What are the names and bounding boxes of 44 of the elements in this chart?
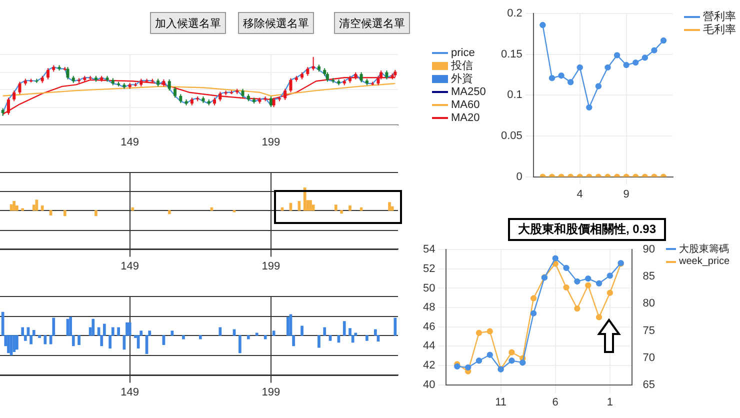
y2-tick-label: 85 xyxy=(642,270,656,283)
y2-tick-label: 70 xyxy=(642,352,656,364)
y2-tick-label: 90 xyxy=(642,244,656,256)
x-tick-label: 1 xyxy=(606,396,613,408)
y-tick-label: 0 xyxy=(516,170,522,183)
x-tick-label: 9 xyxy=(623,188,630,200)
text: 清空候選名單 xyxy=(334,12,410,34)
legend-label: price xyxy=(451,46,475,58)
x-tick-label: 149 xyxy=(120,136,140,148)
x-tick-label: 11 xyxy=(495,396,507,408)
legend-label: 投信 xyxy=(451,59,473,73)
x-tick-label: 149 xyxy=(120,260,140,272)
x-tick-label: 4 xyxy=(576,188,583,200)
legend-label: MA250 xyxy=(451,86,486,98)
y-tick-label: 52 xyxy=(422,262,436,275)
y-tick-label: 0.1 xyxy=(507,89,522,102)
x-tick-label: 199 xyxy=(262,386,280,398)
y-tick-label: 46 xyxy=(422,320,436,333)
y-tick-label: 0.05 xyxy=(500,130,522,142)
x-tick-label: 199 xyxy=(262,260,280,272)
y-tick-label: 54 xyxy=(422,244,436,256)
chart-title: 大股東和股價相關性, 0.93 xyxy=(508,218,666,241)
y2-tick-label: 75 xyxy=(642,324,656,337)
text: 加入候選名單 xyxy=(150,12,226,34)
legend-label: 大股東籌碼 xyxy=(679,242,729,256)
text: 移除候選名單 xyxy=(238,12,314,34)
legend-label: week_price xyxy=(679,256,730,267)
y-tick-label: 48 xyxy=(422,302,436,314)
x-tick-label: 149 xyxy=(120,386,140,398)
x-tick-label: 199 xyxy=(262,136,280,148)
legend-label: MA60 xyxy=(451,98,480,110)
legend-label: 營利率 xyxy=(703,10,736,24)
y-tick-label: 42 xyxy=(422,360,436,372)
x-tick-label: 6 xyxy=(552,396,558,408)
y2-tick-label: 80 xyxy=(642,298,656,310)
legend-label: MA20 xyxy=(451,112,480,124)
y-tick-label: 44 xyxy=(422,340,436,352)
legend-label: 毛利率 xyxy=(703,22,736,37)
y-tick-label: 0.15 xyxy=(500,48,522,60)
y-tick-label: 40 xyxy=(422,378,436,391)
y-tick-label: 0.2 xyxy=(507,8,522,20)
y2-tick-label: 65 xyxy=(642,378,656,391)
legend-label: 外資 xyxy=(451,72,473,86)
y-tick-label: 50 xyxy=(422,282,436,294)
